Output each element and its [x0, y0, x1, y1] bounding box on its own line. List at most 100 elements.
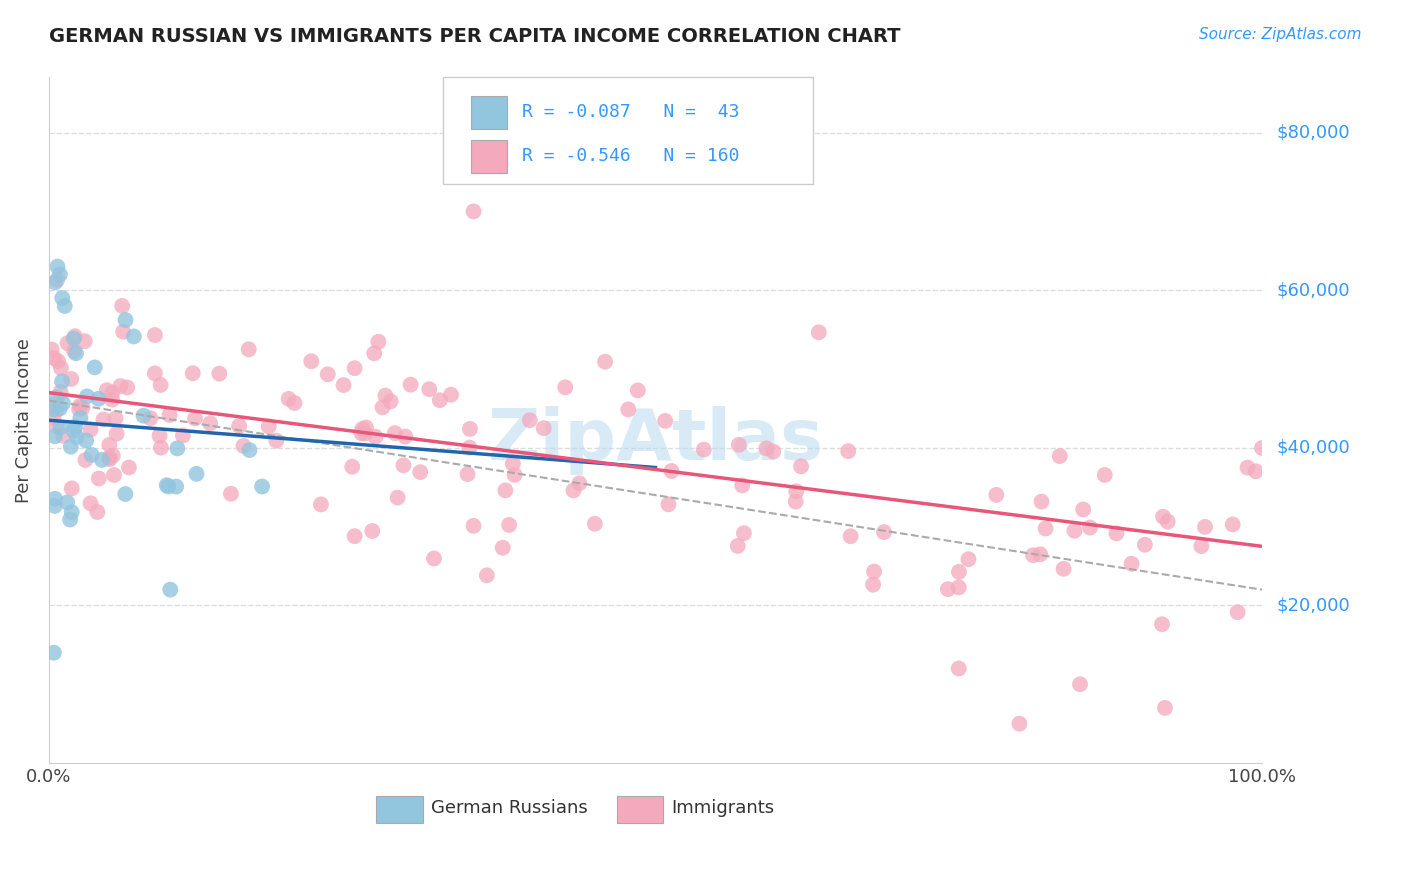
Point	[165, 480, 187, 494]
Point	[583, 516, 606, 531]
Point	[1008, 716, 1031, 731]
Point	[67, 402, 90, 417]
Point	[51, 291, 73, 305]
Point	[41, 398, 63, 412]
Point	[44, 491, 66, 506]
Text: $80,000: $80,000	[1277, 124, 1350, 142]
Point	[1049, 449, 1071, 463]
Point	[1157, 515, 1180, 529]
Point	[98, 452, 121, 467]
Point	[49, 401, 72, 416]
Point	[418, 382, 440, 396]
Point	[87, 392, 110, 406]
Point	[53, 299, 76, 313]
Point	[394, 429, 416, 443]
Point	[463, 518, 485, 533]
Point	[458, 441, 481, 455]
Point	[654, 414, 676, 428]
Point	[52, 396, 75, 410]
Point	[159, 582, 181, 597]
Point	[238, 443, 260, 458]
Point	[112, 325, 135, 339]
Point	[79, 496, 101, 510]
Point	[371, 401, 394, 415]
Point	[986, 488, 1008, 502]
Point	[661, 464, 683, 478]
Point	[156, 478, 179, 492]
Point	[762, 444, 785, 458]
Point	[785, 494, 807, 508]
Point	[562, 483, 585, 498]
Point	[159, 408, 181, 422]
Point	[316, 368, 339, 382]
Point	[208, 367, 231, 381]
Point	[1035, 521, 1057, 535]
Point	[166, 442, 188, 456]
Point	[122, 329, 145, 343]
Point	[117, 380, 139, 394]
Point	[42, 402, 65, 417]
Point	[957, 552, 980, 566]
Text: $40,000: $40,000	[1277, 439, 1350, 457]
Point	[149, 441, 172, 455]
Point	[1063, 524, 1085, 538]
Point	[91, 453, 114, 467]
Point	[250, 479, 273, 493]
Point	[839, 529, 862, 543]
Point	[363, 346, 385, 360]
Point	[1222, 517, 1244, 532]
Point	[785, 484, 807, 499]
Y-axis label: Per Capita Income: Per Capita Income	[15, 338, 32, 503]
Point	[46, 260, 69, 274]
Point	[1069, 677, 1091, 691]
Point	[228, 419, 250, 434]
Point	[374, 389, 396, 403]
Point	[1152, 509, 1174, 524]
Point	[1105, 526, 1128, 541]
Point	[693, 442, 716, 457]
Point	[1194, 520, 1216, 534]
Point	[132, 409, 155, 423]
Point	[790, 459, 813, 474]
Point	[862, 577, 884, 591]
Point	[105, 426, 128, 441]
Point	[568, 476, 591, 491]
Point	[387, 491, 409, 505]
Text: GERMAN RUSSIAN VS IMMIGRANTS PER CAPITA INCOME CORRELATION CHART: GERMAN RUSSIAN VS IMMIGRANTS PER CAPITA …	[49, 27, 901, 45]
Point	[309, 497, 332, 511]
Point	[60, 505, 83, 519]
Point	[49, 384, 72, 399]
Point	[475, 568, 498, 582]
Point	[101, 385, 124, 400]
Point	[75, 434, 97, 448]
Point	[62, 424, 84, 438]
Point	[66, 430, 89, 444]
Point	[948, 661, 970, 675]
Point	[399, 377, 422, 392]
Point	[76, 389, 98, 403]
Point	[139, 411, 162, 425]
Point	[380, 394, 402, 409]
Point	[948, 565, 970, 579]
FancyBboxPatch shape	[443, 78, 813, 184]
Point	[354, 426, 377, 441]
Point	[101, 392, 124, 407]
Point	[354, 420, 377, 434]
Point	[65, 346, 87, 360]
Text: $20,000: $20,000	[1277, 597, 1350, 615]
Point	[731, 478, 754, 492]
Point	[181, 366, 204, 380]
Point	[257, 419, 280, 434]
Text: $60,000: $60,000	[1277, 281, 1350, 299]
Point	[232, 439, 254, 453]
Point	[1189, 539, 1212, 553]
Point	[367, 334, 389, 349]
Point	[266, 434, 288, 448]
Point	[75, 453, 97, 467]
Point	[277, 392, 299, 406]
Point	[361, 524, 384, 538]
Text: R = -0.546   N = 160: R = -0.546 N = 160	[522, 147, 740, 166]
Point	[104, 411, 127, 425]
Point	[1150, 617, 1173, 632]
Point	[1226, 605, 1249, 619]
